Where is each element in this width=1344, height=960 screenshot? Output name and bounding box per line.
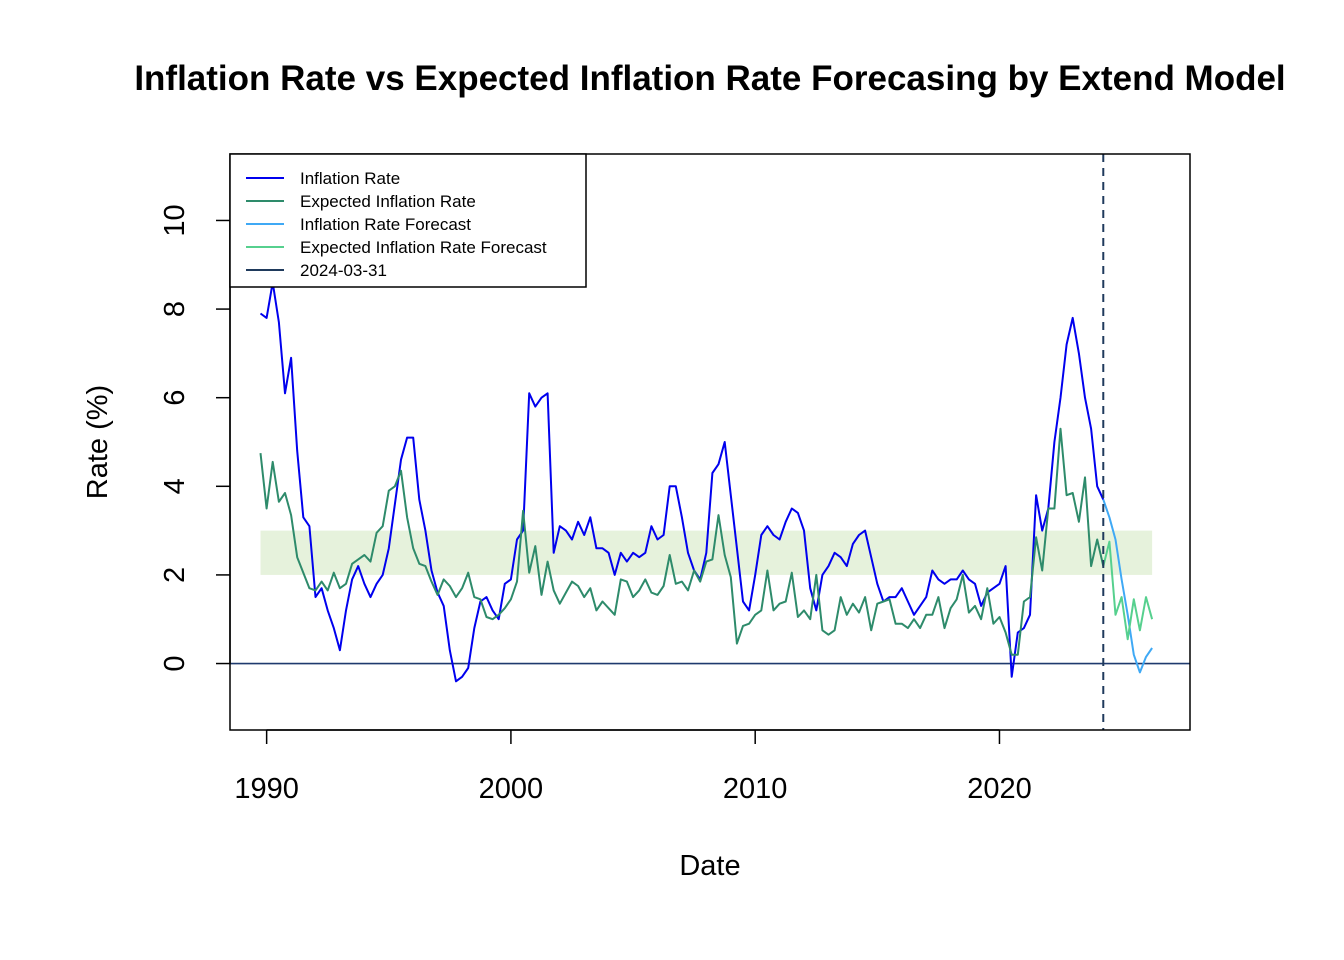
legend-label: Expected Inflation Rate (300, 192, 476, 211)
legend-label: Inflation Rate Forecast (300, 215, 471, 234)
y-tick-label: 2 (159, 567, 191, 583)
legend-label: Expected Inflation Rate Forecast (300, 238, 547, 257)
y-axis: 0 2 4 6 8 10 (159, 204, 231, 672)
x-tick-label: 2020 (967, 773, 1032, 805)
x-tick-label: 2000 (479, 773, 544, 805)
x-axis-label: Date (679, 850, 740, 882)
series-line-4 (1102, 540, 1154, 641)
y-tick-label: 0 (159, 655, 191, 671)
chart-title: Inflation Rate vs Expected Inflation Rat… (134, 59, 1285, 98)
y-tick-label: 10 (159, 204, 191, 236)
x-tick-label: 1990 (234, 773, 299, 805)
legend-label: 2024-03-31 (300, 261, 387, 280)
legend-box (229, 153, 587, 288)
y-axis-label: Rate (%) (82, 385, 114, 499)
y-tick-label: 4 (159, 478, 191, 494)
legend-label: Inflation Rate (300, 169, 400, 188)
series-layer (259, 281, 1154, 683)
y-tick-label: 6 (159, 390, 191, 406)
series-line-2 (259, 427, 1105, 656)
y-tick-label: 8 (159, 301, 191, 317)
series-line-1 (259, 281, 1105, 683)
x-axis: 1990 2000 2010 2020 (234, 729, 1032, 805)
legend: Inflation Rate Expected Inflation Rate Inf… (229, 153, 587, 288)
series-line-3 (1102, 499, 1153, 674)
x-tick-label: 2010 (723, 773, 788, 805)
